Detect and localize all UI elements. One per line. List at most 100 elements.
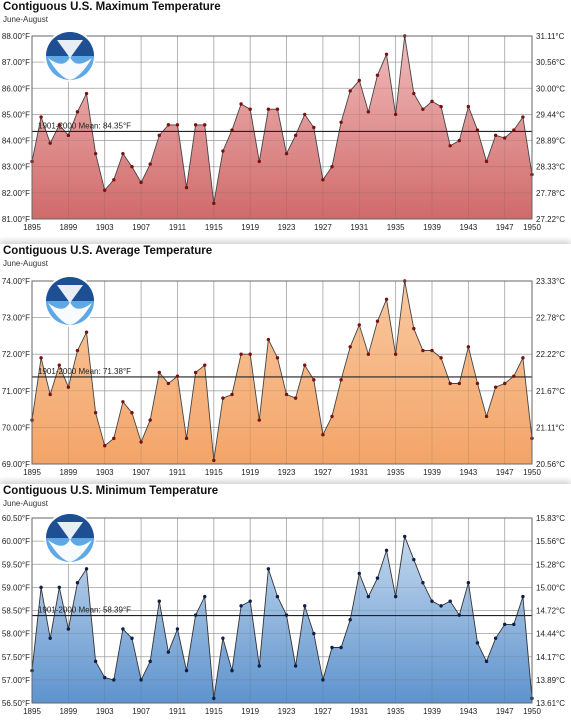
y-tick-label: 58.50°F bbox=[2, 607, 30, 616]
data-point bbox=[303, 363, 307, 367]
data-point bbox=[321, 178, 325, 182]
data-point bbox=[348, 345, 352, 349]
data-point bbox=[193, 123, 198, 127]
data-point bbox=[339, 645, 343, 650]
mean-label: 1901-2000 Mean: 71.38°F bbox=[38, 367, 131, 376]
data-point bbox=[203, 363, 207, 367]
y2-tick-label: 29.44°C bbox=[536, 110, 565, 119]
data-point bbox=[248, 107, 252, 111]
data-point bbox=[212, 201, 216, 206]
data-point bbox=[175, 627, 180, 631]
data-point bbox=[39, 585, 43, 590]
data-point bbox=[393, 594, 398, 599]
data-point bbox=[412, 91, 416, 96]
data-point bbox=[248, 599, 252, 603]
data-point bbox=[384, 297, 389, 301]
data-point bbox=[384, 548, 389, 553]
x-tick-label: 1950 bbox=[523, 223, 541, 232]
plot-frame bbox=[31, 517, 533, 704]
avg-temp-subtitle: June-August bbox=[3, 259, 48, 268]
y-tick-label: 60.50°F bbox=[2, 514, 30, 523]
data-point bbox=[475, 641, 480, 645]
data-point bbox=[521, 115, 525, 119]
x-tick-label: 1911 bbox=[169, 223, 187, 232]
x-tick-label: 1919 bbox=[241, 223, 259, 232]
data-point bbox=[493, 385, 498, 389]
y2-tick-label: 15.00°C bbox=[536, 583, 565, 592]
data-point bbox=[112, 678, 116, 682]
data-point bbox=[466, 581, 471, 585]
y-tick-label: 82.00°F bbox=[2, 189, 30, 198]
data-point bbox=[330, 165, 334, 169]
x-tick-label: 1947 bbox=[496, 707, 514, 716]
x-tick-label: 1931 bbox=[350, 223, 368, 232]
x-tick-label: 1919 bbox=[241, 468, 259, 477]
data-point bbox=[48, 392, 52, 397]
y2-tick-label: 27.22°C bbox=[536, 215, 565, 224]
data-point bbox=[175, 123, 180, 127]
data-point bbox=[293, 664, 298, 668]
data-point bbox=[366, 110, 371, 114]
data-point bbox=[357, 78, 361, 83]
data-point bbox=[448, 144, 452, 148]
data-point bbox=[266, 567, 271, 571]
x-tick-label: 1939 bbox=[423, 223, 441, 232]
data-point bbox=[75, 110, 80, 114]
data-point bbox=[230, 668, 234, 673]
x-tick-label: 1943 bbox=[459, 468, 477, 477]
data-point bbox=[521, 356, 525, 360]
y2-tick-label: 21.67°C bbox=[536, 387, 565, 396]
data-point bbox=[130, 165, 134, 169]
data-point bbox=[266, 107, 271, 111]
y-tick-label: 70.00°F bbox=[2, 423, 30, 432]
data-point bbox=[439, 104, 443, 109]
data-point bbox=[284, 392, 289, 397]
data-point bbox=[375, 319, 380, 323]
y2-tick-label: 27.78°C bbox=[536, 189, 565, 198]
data-point bbox=[503, 136, 507, 140]
data-point bbox=[184, 185, 189, 190]
data-point bbox=[348, 89, 352, 93]
data-point bbox=[130, 636, 134, 640]
data-point bbox=[203, 123, 207, 127]
data-point bbox=[293, 396, 298, 400]
data-point bbox=[121, 627, 125, 631]
data-point bbox=[212, 696, 216, 701]
data-point bbox=[84, 91, 89, 96]
y-tick-label: 58.00°F bbox=[2, 630, 30, 639]
data-point bbox=[66, 133, 71, 138]
y-tick-label: 81.00°F bbox=[2, 215, 30, 224]
data-point bbox=[39, 115, 43, 119]
data-point bbox=[103, 675, 107, 680]
x-tick-label: 1915 bbox=[205, 223, 223, 232]
min-temp-subtitle: June-August bbox=[3, 499, 48, 508]
data-point bbox=[230, 128, 234, 132]
data-point bbox=[466, 104, 471, 109]
x-tick-label: 1907 bbox=[132, 468, 150, 477]
data-point bbox=[330, 645, 334, 650]
y-tick-label: 83.00°F bbox=[2, 163, 30, 172]
data-point bbox=[57, 585, 61, 590]
data-point bbox=[184, 436, 189, 441]
data-point bbox=[221, 636, 225, 640]
data-point bbox=[66, 385, 71, 389]
data-point bbox=[357, 571, 361, 576]
x-tick-label: 1899 bbox=[59, 223, 77, 232]
data-point bbox=[475, 381, 480, 386]
x-tick-label: 1943 bbox=[459, 707, 477, 716]
data-point bbox=[248, 352, 252, 356]
y2-tick-label: 14.44°C bbox=[536, 630, 565, 639]
y2-tick-label: 20.56°C bbox=[536, 460, 565, 469]
data-point bbox=[139, 678, 143, 682]
x-tick-label: 1935 bbox=[387, 223, 405, 232]
data-point bbox=[239, 604, 243, 608]
data-point bbox=[48, 141, 52, 145]
data-point bbox=[75, 348, 80, 353]
data-point bbox=[48, 636, 52, 640]
data-point bbox=[466, 345, 471, 349]
y-tick-label: 56.50°F bbox=[2, 699, 30, 708]
noaa-logo bbox=[44, 275, 96, 327]
data-point bbox=[166, 650, 171, 654]
data-point bbox=[84, 330, 89, 334]
y2-tick-label: 30.00°C bbox=[536, 84, 565, 93]
